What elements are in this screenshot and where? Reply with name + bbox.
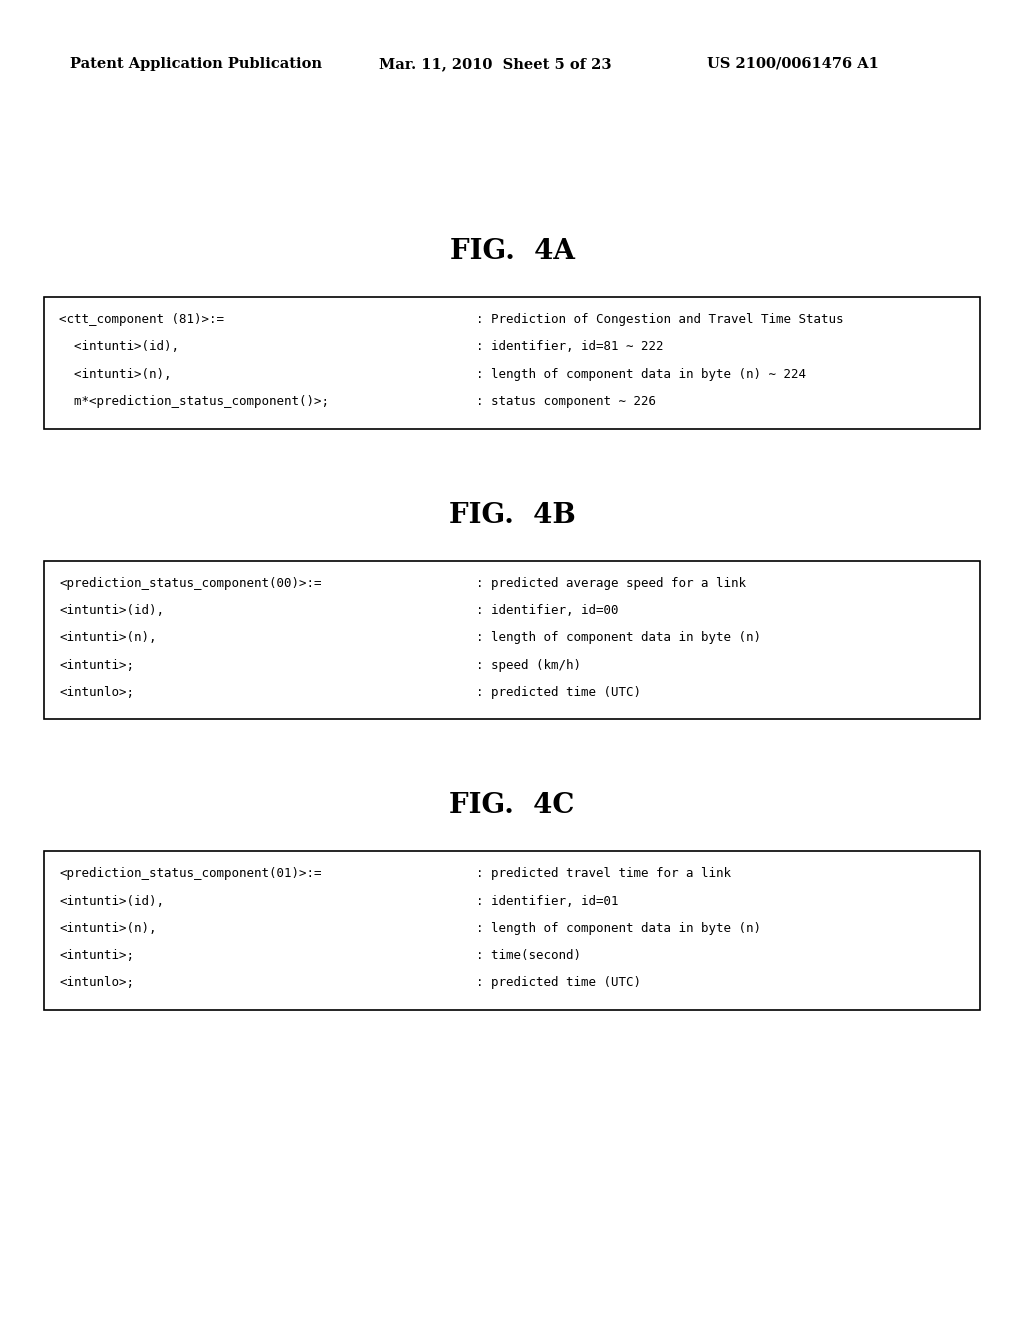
Text: <intunlo>;: <intunlo>; [59, 686, 134, 700]
Text: : predicted time (UTC): : predicted time (UTC) [476, 686, 641, 700]
Text: <prediction_status_component(00)>:=: <prediction_status_component(00)>:= [59, 577, 322, 590]
Text: : length of component data in byte (n): : length of component data in byte (n) [476, 631, 761, 644]
Text: FIG.  4A: FIG. 4A [450, 238, 574, 264]
Text: <intunti>(id),: <intunti>(id), [59, 341, 179, 354]
Text: Mar. 11, 2010  Sheet 5 of 23: Mar. 11, 2010 Sheet 5 of 23 [379, 57, 611, 71]
Text: <intunti>(id),: <intunti>(id), [59, 895, 165, 908]
Text: : identifier, id=81 ∼ 222: : identifier, id=81 ∼ 222 [476, 341, 664, 354]
Text: : predicted time (UTC): : predicted time (UTC) [476, 977, 641, 990]
Text: : predicted average speed for a link: : predicted average speed for a link [476, 577, 746, 590]
Text: <prediction_status_component(01)>:=: <prediction_status_component(01)>:= [59, 867, 322, 880]
Text: : identifier, id=00: : identifier, id=00 [476, 605, 618, 618]
Text: : time(second): : time(second) [476, 949, 582, 962]
Text: <ctt_component (81)>:=: <ctt_component (81)>:= [59, 313, 224, 326]
Text: FIG.  4C: FIG. 4C [450, 792, 574, 818]
Text: <intunti>(id),: <intunti>(id), [59, 605, 165, 618]
Text: <intunti>;: <intunti>; [59, 659, 134, 672]
Text: <intunti>;: <intunti>; [59, 949, 134, 962]
Text: <intunti>(n),: <intunti>(n), [59, 631, 157, 644]
Text: FIG.  4B: FIG. 4B [449, 502, 575, 528]
Text: : length of component data in byte (n): : length of component data in byte (n) [476, 921, 761, 935]
Text: : identifier, id=01: : identifier, id=01 [476, 895, 618, 908]
Text: : length of component data in byte (n) ∼ 224: : length of component data in byte (n) ∼… [476, 368, 806, 381]
Text: m*<prediction_status_component()>;: m*<prediction_status_component()>; [59, 396, 330, 408]
Text: <intunlo>;: <intunlo>; [59, 977, 134, 990]
Text: US 2100/0061476 A1: US 2100/0061476 A1 [707, 57, 879, 71]
Text: Patent Application Publication: Patent Application Publication [70, 57, 322, 71]
Text: : predicted travel time for a link: : predicted travel time for a link [476, 867, 731, 880]
Text: <intunti>(n),: <intunti>(n), [59, 368, 172, 381]
Text: : speed (km/h): : speed (km/h) [476, 659, 582, 672]
Text: <intunti>(n),: <intunti>(n), [59, 921, 157, 935]
Text: : status component ∼ 226: : status component ∼ 226 [476, 396, 656, 408]
Text: : Prediction of Congestion and Travel Time Status: : Prediction of Congestion and Travel Ti… [476, 313, 844, 326]
